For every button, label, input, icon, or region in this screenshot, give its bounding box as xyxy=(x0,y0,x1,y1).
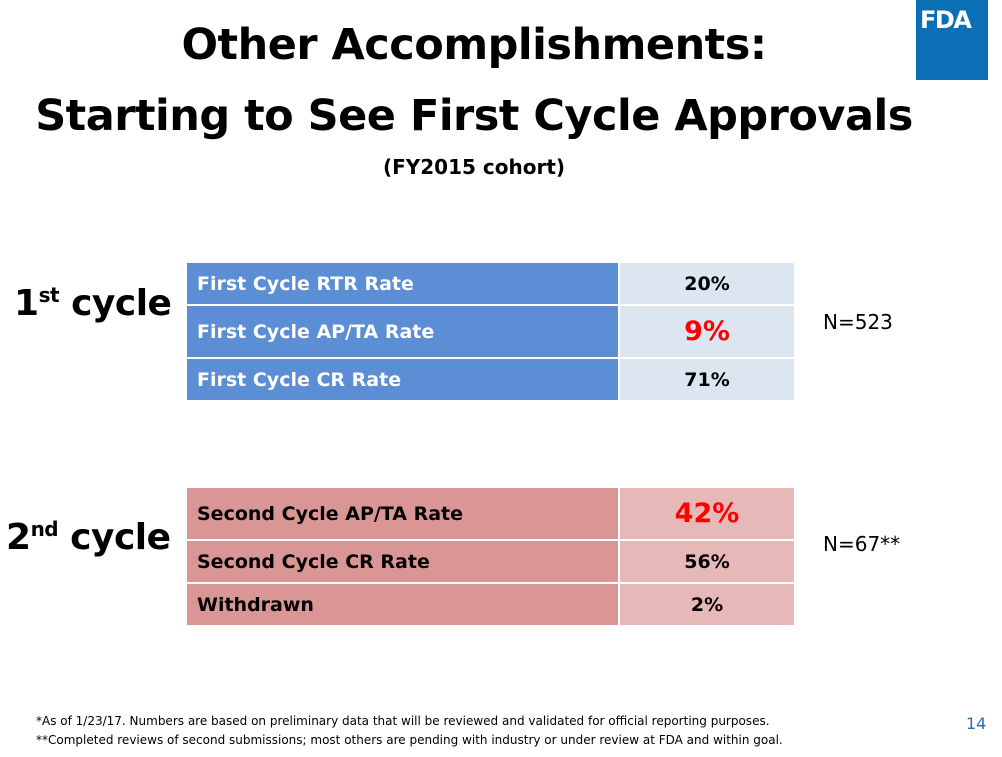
table-row: First Cycle AP/TA Rate 9% xyxy=(185,304,796,359)
table-row: Second Cycle CR Rate 56% xyxy=(185,539,796,584)
table-row: Withdrawn 2% xyxy=(185,582,796,627)
fda-logo: FDA xyxy=(916,0,988,80)
fda-logo-text: FDA xyxy=(920,6,972,34)
second-cycle-label: 2nd cycle xyxy=(6,517,171,558)
first-cycle-table: First Cycle RTR Rate 20% First Cycle AP/… xyxy=(185,261,796,402)
second-cycle-word: cycle xyxy=(58,517,171,558)
second-cycle-ordinal-suffix: nd xyxy=(30,517,59,541)
second-cycle-ordinal: 2 xyxy=(6,517,31,558)
first-cycle-word: cycle xyxy=(59,283,172,324)
row-value: 71% xyxy=(618,357,796,402)
first-cycle-ordinal-suffix: st xyxy=(38,283,60,307)
table-row: First Cycle CR Rate 71% xyxy=(185,357,796,402)
first-cycle-ordinal: 1 xyxy=(14,283,39,324)
row-value: 2% xyxy=(618,582,796,627)
row-label: Second Cycle AP/TA Rate xyxy=(185,486,620,541)
table-row: Second Cycle AP/TA Rate 42% xyxy=(185,486,796,541)
footnote-1: *As of 1/23/17. Numbers are based on pre… xyxy=(36,714,770,728)
table-row: First Cycle RTR Rate 20% xyxy=(185,261,796,306)
row-label: First Cycle RTR Rate xyxy=(185,261,620,306)
footnote-2: **Completed reviews of second submission… xyxy=(36,733,783,747)
slide-title-line-1: Other Accomplishments: xyxy=(181,20,767,70)
row-value: 56% xyxy=(618,539,796,584)
first-cycle-label: 1st cycle xyxy=(14,283,172,324)
second-cycle-sample-size: N=67** xyxy=(823,532,901,556)
row-label: Withdrawn xyxy=(185,582,620,627)
slide-subtitle: (FY2015 cohort) xyxy=(382,155,566,179)
second-cycle-table: Second Cycle AP/TA Rate 42% Second Cycle… xyxy=(185,486,796,627)
page-number: 14 xyxy=(966,714,987,733)
first-cycle-sample-size: N=523 xyxy=(823,310,893,334)
row-value: 20% xyxy=(618,261,796,306)
row-label: First Cycle AP/TA Rate xyxy=(185,304,620,359)
row-value-highlighted: 42% xyxy=(618,486,796,541)
row-value-highlighted: 9% xyxy=(618,304,796,359)
slide-title-line-2: Starting to See First Cycle Approvals xyxy=(35,91,913,141)
row-label: Second Cycle CR Rate xyxy=(185,539,620,584)
row-label: First Cycle CR Rate xyxy=(185,357,620,402)
